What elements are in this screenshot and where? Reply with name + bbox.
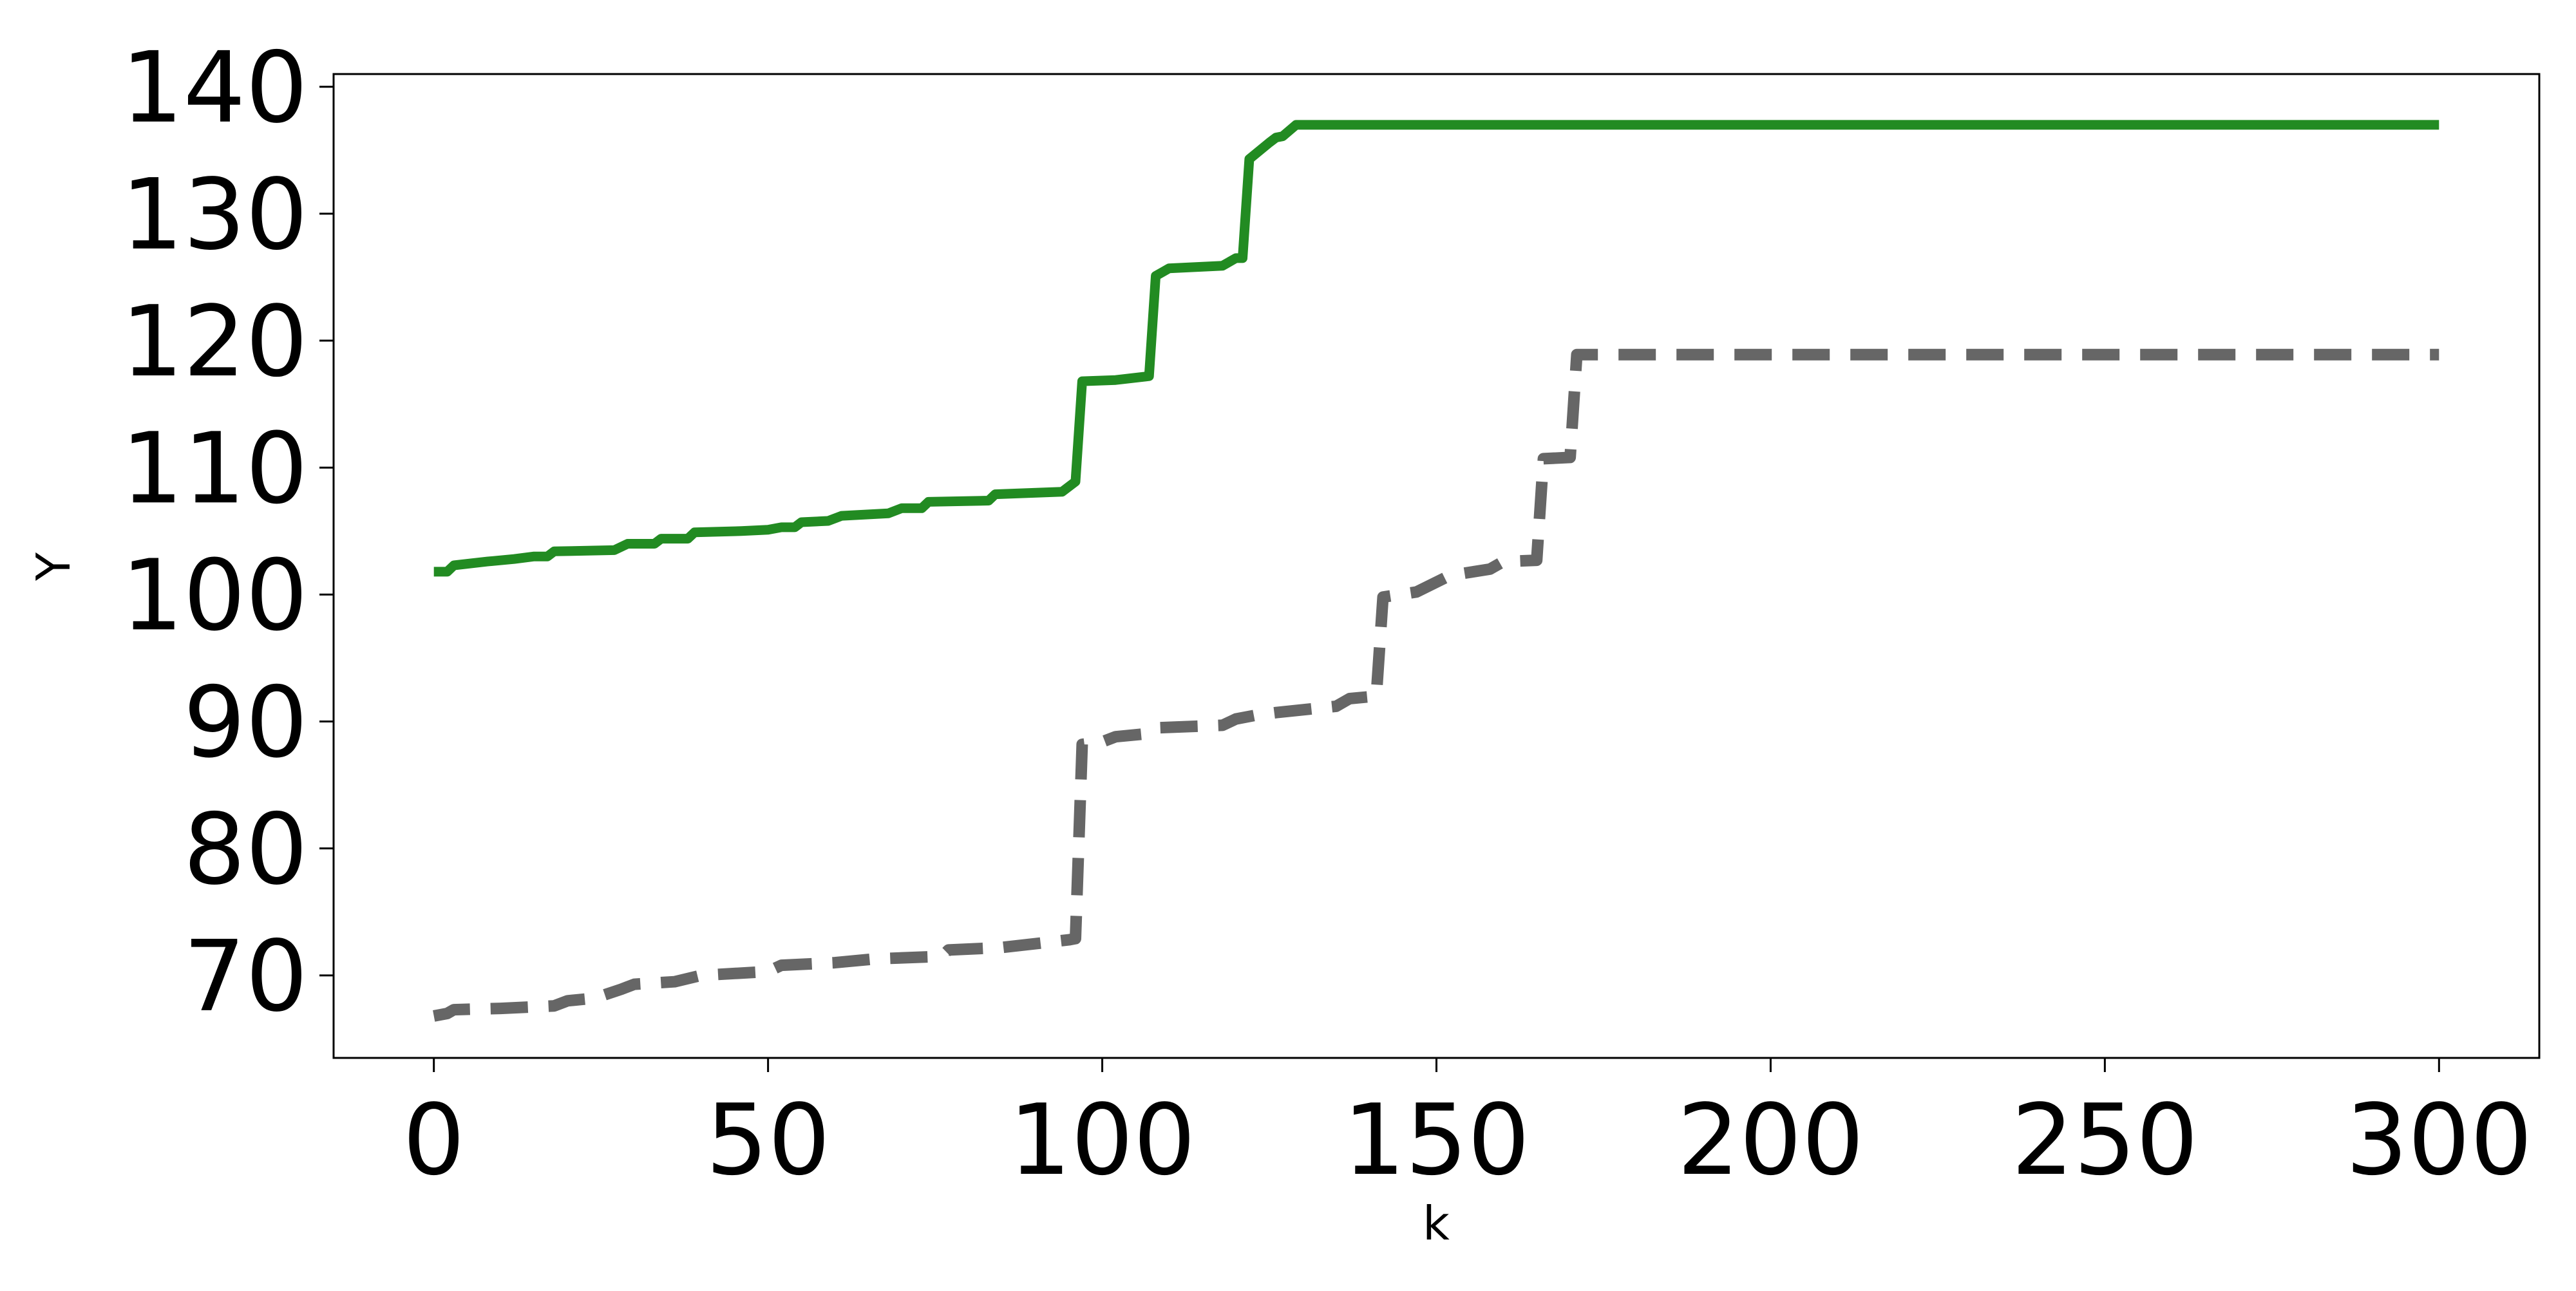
x-tick-label: 50 [706, 1083, 830, 1197]
y-tick-label: 80 [184, 793, 308, 907]
x-tick-label: 300 [2345, 1083, 2532, 1197]
x-tick-label: 200 [1677, 1083, 1864, 1197]
series-line-solid-green [433, 120, 2439, 577]
x-axis: 0 50 100 150 200 250 300 [402, 1058, 2532, 1197]
y-axis-label: Y [26, 552, 80, 581]
y-tick-label: 120 [121, 285, 308, 399]
y-tick-label: 130 [121, 158, 308, 272]
plot-frame [332, 73, 2541, 1059]
x-tick-label: 0 [402, 1083, 465, 1197]
y-tick-label: 70 [184, 919, 308, 1033]
x-tick-label: 100 [1009, 1083, 1195, 1197]
y-tick-label: 140 [121, 31, 308, 145]
y-tick-label: 110 [121, 411, 308, 525]
y-tick-label: 100 [121, 538, 308, 652]
x-tick-label: 250 [2011, 1083, 2198, 1197]
y-tick-label: 90 [184, 666, 308, 780]
series-line-dashed-gray [433, 348, 2439, 1022]
y-axis: 70 80 90 100 110 120 130 140 [121, 31, 334, 1033]
x-tick-label: 150 [1343, 1083, 1530, 1197]
series-layer [433, 120, 2439, 1022]
x-axis-label: k [1423, 1196, 1450, 1250]
